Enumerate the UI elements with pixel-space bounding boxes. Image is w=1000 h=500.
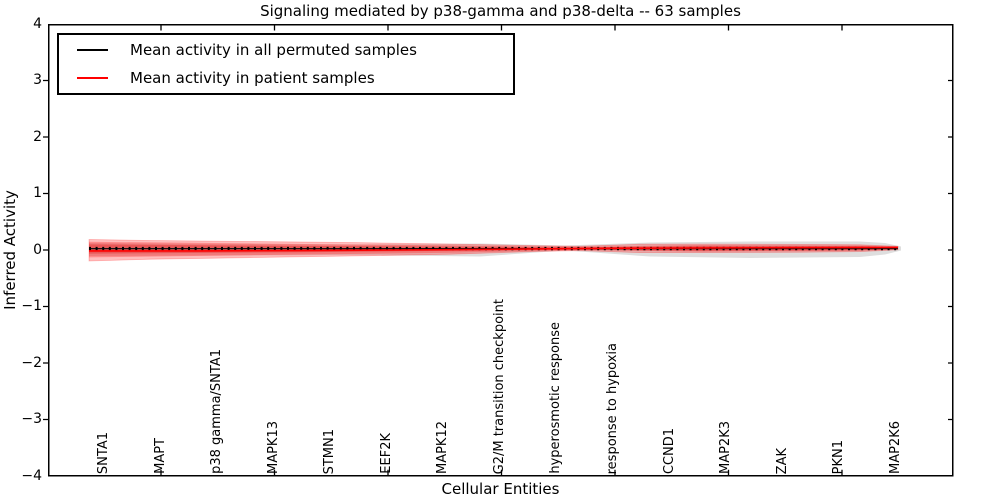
x-category-label: SNTA1 xyxy=(96,431,111,474)
chart-title: Signaling mediated by p38-gamma and p38-… xyxy=(260,2,741,20)
x-category-label: ZAK xyxy=(775,447,790,474)
x-axis-label: Cellular Entities xyxy=(441,480,560,498)
y-axis-label: Inferred Activity xyxy=(1,190,19,310)
x-category-label: p38 gamma/SNTA1 xyxy=(209,349,224,474)
mean-patient-line xyxy=(89,246,899,252)
x-category-label: STMN1 xyxy=(322,428,337,474)
y-tick-label: −1 xyxy=(21,298,42,314)
x-category-label: response to hypoxia xyxy=(605,342,620,474)
red-line-sample-icon xyxy=(77,77,108,79)
x-category-label: MAP2K3 xyxy=(718,420,733,474)
x-category-label: G2/M transition checkpoint xyxy=(492,298,507,474)
x-category-label: MAPK12 xyxy=(435,420,450,474)
y-tick-label: −3 xyxy=(21,411,42,427)
x-tick-marks xyxy=(160,24,843,476)
x-category-label: MAPT xyxy=(153,438,168,474)
y-tick-label: −4 xyxy=(21,468,42,484)
legend-label: Mean activity in all permuted samples xyxy=(130,41,417,59)
x-category-label: PKN1 xyxy=(831,439,846,474)
black-line-sample-icon xyxy=(77,49,108,51)
y-tick-marks xyxy=(43,79,954,421)
x-category-label: hyperosmotic response xyxy=(548,322,563,474)
y-tick-label: 1 xyxy=(33,185,42,201)
x-category-label: MAPK13 xyxy=(266,420,281,474)
y-tick-label: −2 xyxy=(21,355,42,371)
y-tick-label: 3 xyxy=(33,72,42,88)
legend-label: Mean activity in patient samples xyxy=(130,69,375,87)
x-category-label: CCND1 xyxy=(662,427,677,474)
y-tick-label: 2 xyxy=(33,129,42,145)
legend-box: Mean activity in all permuted samples Me… xyxy=(57,33,515,95)
x-category-label: MAP2K6 xyxy=(888,420,903,474)
legend-item-permuted: Mean activity in all permuted samples xyxy=(59,40,513,60)
legend-item-patient: Mean activity in patient samples xyxy=(59,68,513,88)
x-category-label: EEF2K xyxy=(379,433,394,474)
y-tick-label: 0 xyxy=(33,242,42,258)
y-tick-label: 4 xyxy=(33,16,42,32)
